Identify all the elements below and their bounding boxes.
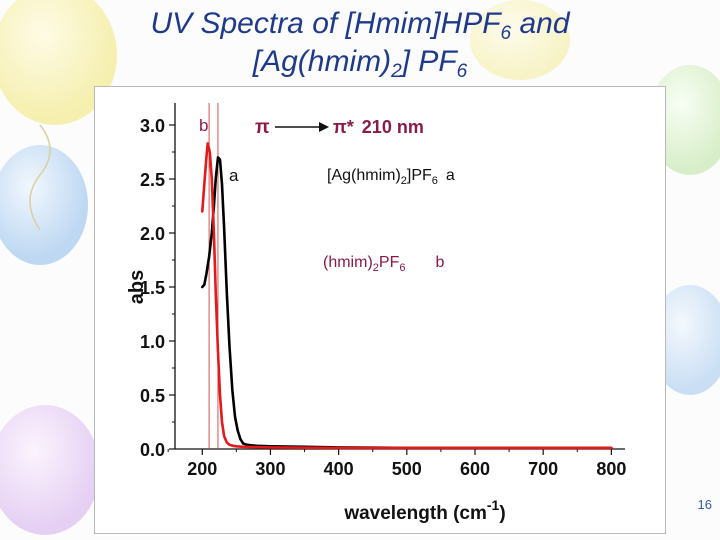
legend-a-sub: 2 bbox=[401, 175, 407, 187]
x-axis-label-sup: -1 bbox=[487, 497, 500, 513]
page-number: 16 bbox=[697, 497, 712, 512]
legend-entry-a: [Ag(hmim)2]PF6 a bbox=[327, 167, 455, 187]
transition-to-label: π* 210 nm bbox=[333, 117, 424, 137]
x-tick-label: 300 bbox=[255, 459, 285, 479]
slide-title-line-1: UV Spectra of [Hmim]HPF6 and bbox=[0, 7, 720, 44]
series-line-a bbox=[201, 156, 613, 450]
x-tick-label: 400 bbox=[324, 459, 354, 479]
balloon-blue-decoration bbox=[0, 145, 88, 265]
title-subscript: 6 bbox=[500, 23, 512, 44]
x-axis-label-tail: ) bbox=[499, 503, 505, 524]
y-tick-label: 0.0 bbox=[140, 440, 165, 460]
x-axis-label-main: wavelength (cm bbox=[343, 503, 487, 524]
title-text-tail: ] PF bbox=[401, 45, 457, 78]
legend-a-sub2: 6 bbox=[432, 175, 438, 187]
x-axis-label: wavelength (cm-1) bbox=[343, 497, 505, 524]
legend-a-main: [Ag(hmim) bbox=[327, 167, 401, 184]
legend-a-tail: ]PF bbox=[407, 167, 432, 184]
balloon-yellow-right-decoration bbox=[470, 0, 570, 80]
transition-from-label: π bbox=[255, 117, 270, 138]
legend-b-sub2: 6 bbox=[399, 262, 405, 274]
transition-to-symbol: π* bbox=[333, 117, 354, 137]
x-tick-label: 700 bbox=[528, 459, 558, 479]
uv-spectrum-chart: 0.0 0.5 1.0 1.5 2.0 2.5 3.0 200 300 400 500 600 700 8… bbox=[126, 103, 626, 524]
title-text-tail: and bbox=[511, 7, 570, 40]
legend-b-key: b bbox=[435, 254, 444, 271]
balloon-string-decoration bbox=[29, 124, 51, 231]
y-tick-label: 1.0 bbox=[140, 332, 165, 352]
y-tick-label: 0.5 bbox=[140, 386, 165, 406]
y-tick-label: 1.5 bbox=[140, 278, 165, 298]
slide-title-line-2: [Ag(hmim)2] PF6 bbox=[0, 45, 720, 82]
legend-b-tail: PF bbox=[379, 254, 400, 271]
title-text: [Ag(hmim) bbox=[252, 45, 392, 78]
legend-b-sub: 2 bbox=[373, 262, 379, 274]
transition-arrow-head bbox=[319, 122, 329, 132]
balloon-green-decoration bbox=[648, 65, 720, 175]
title-text: UV Spectra of [Hmim]HPF bbox=[150, 7, 501, 40]
x-tick-label: 500 bbox=[392, 459, 422, 479]
curve-label-a: a bbox=[229, 166, 239, 185]
legend-b-main: (hmim) bbox=[323, 254, 373, 271]
title-subscript: 2 bbox=[391, 61, 402, 82]
x-tick-label: 600 bbox=[460, 459, 490, 479]
chart-frame: 0.0 0.5 1.0 1.5 2.0 2.5 3.0 200 300 400 500 600 700 8… bbox=[94, 86, 666, 534]
balloon-blue-right-decoration bbox=[650, 285, 720, 395]
y-tick-label: 2.5 bbox=[140, 170, 165, 190]
title-subscript: 6 bbox=[456, 61, 468, 82]
y-tick-label: 2.0 bbox=[140, 224, 165, 244]
y-tick-label: 3.0 bbox=[140, 116, 165, 136]
legend-a-key: a bbox=[446, 167, 455, 184]
y-axis-label: abs bbox=[126, 270, 148, 304]
transition-wavelength: 210 nm bbox=[362, 117, 424, 137]
balloon-purple-decoration bbox=[0, 405, 100, 535]
legend-entry-b: (hmim)2PF6 b bbox=[323, 254, 444, 274]
x-tick-label: 800 bbox=[596, 459, 626, 479]
series-line-b bbox=[201, 142, 613, 450]
balloon-yellow-decoration bbox=[0, 0, 117, 125]
curve-label-b: b bbox=[199, 116, 208, 135]
x-tick-label: 200 bbox=[187, 459, 217, 479]
